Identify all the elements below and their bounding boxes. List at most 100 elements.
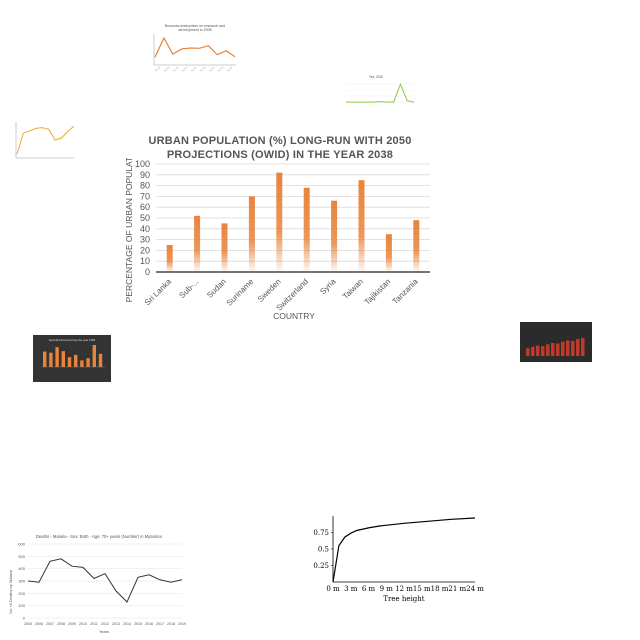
thumb-rd-title-1: Business enterprises on research and — [165, 24, 225, 28]
svg-text:Xxxxx: Xxxxx — [155, 65, 162, 72]
main-bar — [303, 187, 310, 272]
malaria-x-tick: 2014 — [123, 622, 131, 626]
malaria-title: Deaths - Malaria - Sex: Both - Age: 70+ … — [36, 534, 163, 539]
malaria-x-tick: 2015 — [134, 622, 142, 626]
tree-line — [332, 517, 476, 583]
tree-y-ticks: 0.25 0.5 0.75 — [313, 529, 333, 570]
thumb-dark-bars — [41, 345, 105, 368]
malaria-y-tick: 300 — [18, 579, 25, 584]
thumb-green-title: Yes, 2010 — [369, 75, 383, 79]
malaria-x-tick: 2010 — [79, 622, 87, 626]
main-x-tick: Tanzania — [391, 277, 420, 306]
main-x-tick: Taiwan — [341, 277, 365, 301]
svg-text:Xxxxx: Xxxxx — [164, 65, 171, 72]
main-grid — [156, 163, 430, 262]
thumb-yellow-line-chart — [15, 122, 75, 159]
thumb-dark-bar — [67, 357, 72, 367]
tree-y-tick: 0.25 — [313, 562, 329, 570]
main-x-axis-title: COUNTRY — [273, 311, 315, 321]
main-x-tick: Suriname — [225, 277, 256, 308]
thumb-red-bar — [546, 344, 550, 356]
malaria-y-tick: 0 — [23, 616, 26, 621]
svg-text:Xxxxx: Xxxxx — [191, 65, 198, 72]
main-x-tick: Syria — [318, 277, 338, 297]
tree-x-tick: 21 m — [448, 585, 466, 593]
malaria-x-tick: 2016 — [145, 622, 153, 626]
main-y-tick: 20 — [140, 245, 150, 255]
main-y-tick: 100 — [135, 159, 150, 169]
svg-text:Xxxxx: Xxxxx — [227, 65, 234, 72]
main-y-tick: 60 — [140, 202, 150, 212]
thumb-dark-bar-chart: Agricultural land during the year 1999 — [33, 335, 111, 382]
thumb-green-line — [346, 82, 415, 103]
malaria-y-tick: 400 — [18, 566, 25, 571]
malaria-x-tick: 2013 — [112, 622, 120, 626]
thumb-rd-title-2: development in 2008 — [178, 28, 211, 32]
tree-x-tick: 12 m — [395, 585, 413, 593]
malaria-x-axis-title: Years — [99, 629, 109, 634]
tree-x-tick: 15 m — [413, 585, 431, 593]
thumb-rd-line-chart: Business enterprises on research and dev… — [153, 24, 236, 73]
malaria-x-tick: 2019 — [178, 622, 186, 626]
tree-x-tick: 24 m — [466, 585, 484, 593]
tree-x-tick: 0 m — [326, 585, 340, 593]
thumb-dark-bar — [74, 354, 78, 367]
thumb-dark-bar — [86, 358, 90, 367]
main-x-tick: Sub-... — [177, 277, 200, 300]
thumb-red-bar — [556, 343, 560, 356]
thumb-yellow-line — [16, 125, 75, 155]
malaria-x-tick: 2018 — [167, 622, 175, 626]
thumb-tree-height-chart: 0.25 0.5 0.75 0 m 3 m 6 m 9 m 12 m 15 m 18 m 21 m… — [313, 516, 484, 603]
malaria-y-tick: 100 — [18, 603, 25, 608]
thumb-red-bar — [531, 346, 535, 356]
thumb-red-bar — [526, 348, 530, 356]
main-y-tick: 0 — [145, 267, 150, 277]
main-bar — [413, 220, 420, 272]
tree-x-tick: 6 m — [362, 585, 376, 593]
thumb-red-bar — [541, 346, 545, 356]
main-bars — [166, 172, 420, 272]
tree-y-tick: 0.75 — [313, 529, 329, 537]
main-chart-title: URBAN POPULATION (%) LONG-RUN WITH 2050 … — [148, 135, 412, 161]
main-bar — [385, 234, 392, 272]
thumb-red-bar — [566, 340, 570, 356]
main-y-tick: 90 — [140, 170, 150, 180]
thumb-rd-line — [154, 36, 236, 58]
thumb-red-bar — [551, 343, 555, 356]
main-x-tick: Sudan — [205, 277, 228, 300]
main-y-tick: 10 — [140, 256, 150, 266]
tree-x-axis-title: Tree height — [383, 595, 424, 603]
svg-text:Xxxxx: Xxxxx — [218, 65, 225, 72]
malaria-x-tick: 2009 — [68, 622, 76, 626]
thumb-dark-bar — [80, 360, 84, 367]
svg-text:Xxxxx: Xxxxx — [200, 65, 207, 72]
tree-x-tick: 9 m — [380, 585, 394, 593]
tree-x-ticks: 0 m 3 m 6 m 9 m 12 m 15 m 18 m 21 m 24 m — [326, 585, 484, 593]
main-y-tick: 30 — [140, 235, 150, 245]
tree-y-tick: 0.5 — [318, 546, 329, 554]
thumb-dark-bar — [92, 345, 96, 367]
malaria-y-tick: 500 — [18, 554, 25, 559]
main-bar — [276, 172, 283, 272]
main-y-tick: 50 — [140, 213, 150, 223]
main-y-tick: 80 — [140, 181, 150, 191]
main-y-axis-title: PERCENTAGE OF URBAN POPULATION — [124, 158, 134, 302]
malaria-y-axis-title: No. of Deaths by Malaria — [8, 569, 13, 614]
main-bar — [331, 200, 338, 272]
thumb-dark-bar — [61, 351, 65, 367]
thumb-malaria-line-chart: Deaths - Malaria - Sex: Both - Age: 70+ … — [8, 534, 186, 634]
svg-text:Xxxxx: Xxxxx — [173, 65, 180, 72]
thumb-dark-bar — [55, 347, 59, 367]
tree-x-tick: 3 m — [344, 585, 358, 593]
svg-text:Xxxxx: Xxxxx — [182, 65, 189, 72]
main-x-tick: Sweden — [256, 277, 283, 304]
malaria-x-ticks: 2005 2006 2007 2008 2009 2010 2011 2012 2013 2014… — [24, 622, 186, 626]
thumb-red-bar — [561, 341, 565, 356]
thumb-dark-bar — [49, 352, 53, 367]
thumb-red-bar — [571, 340, 575, 356]
malaria-y-tick: 200 — [18, 591, 25, 596]
main-x-tick: Tajikistan — [363, 277, 393, 307]
